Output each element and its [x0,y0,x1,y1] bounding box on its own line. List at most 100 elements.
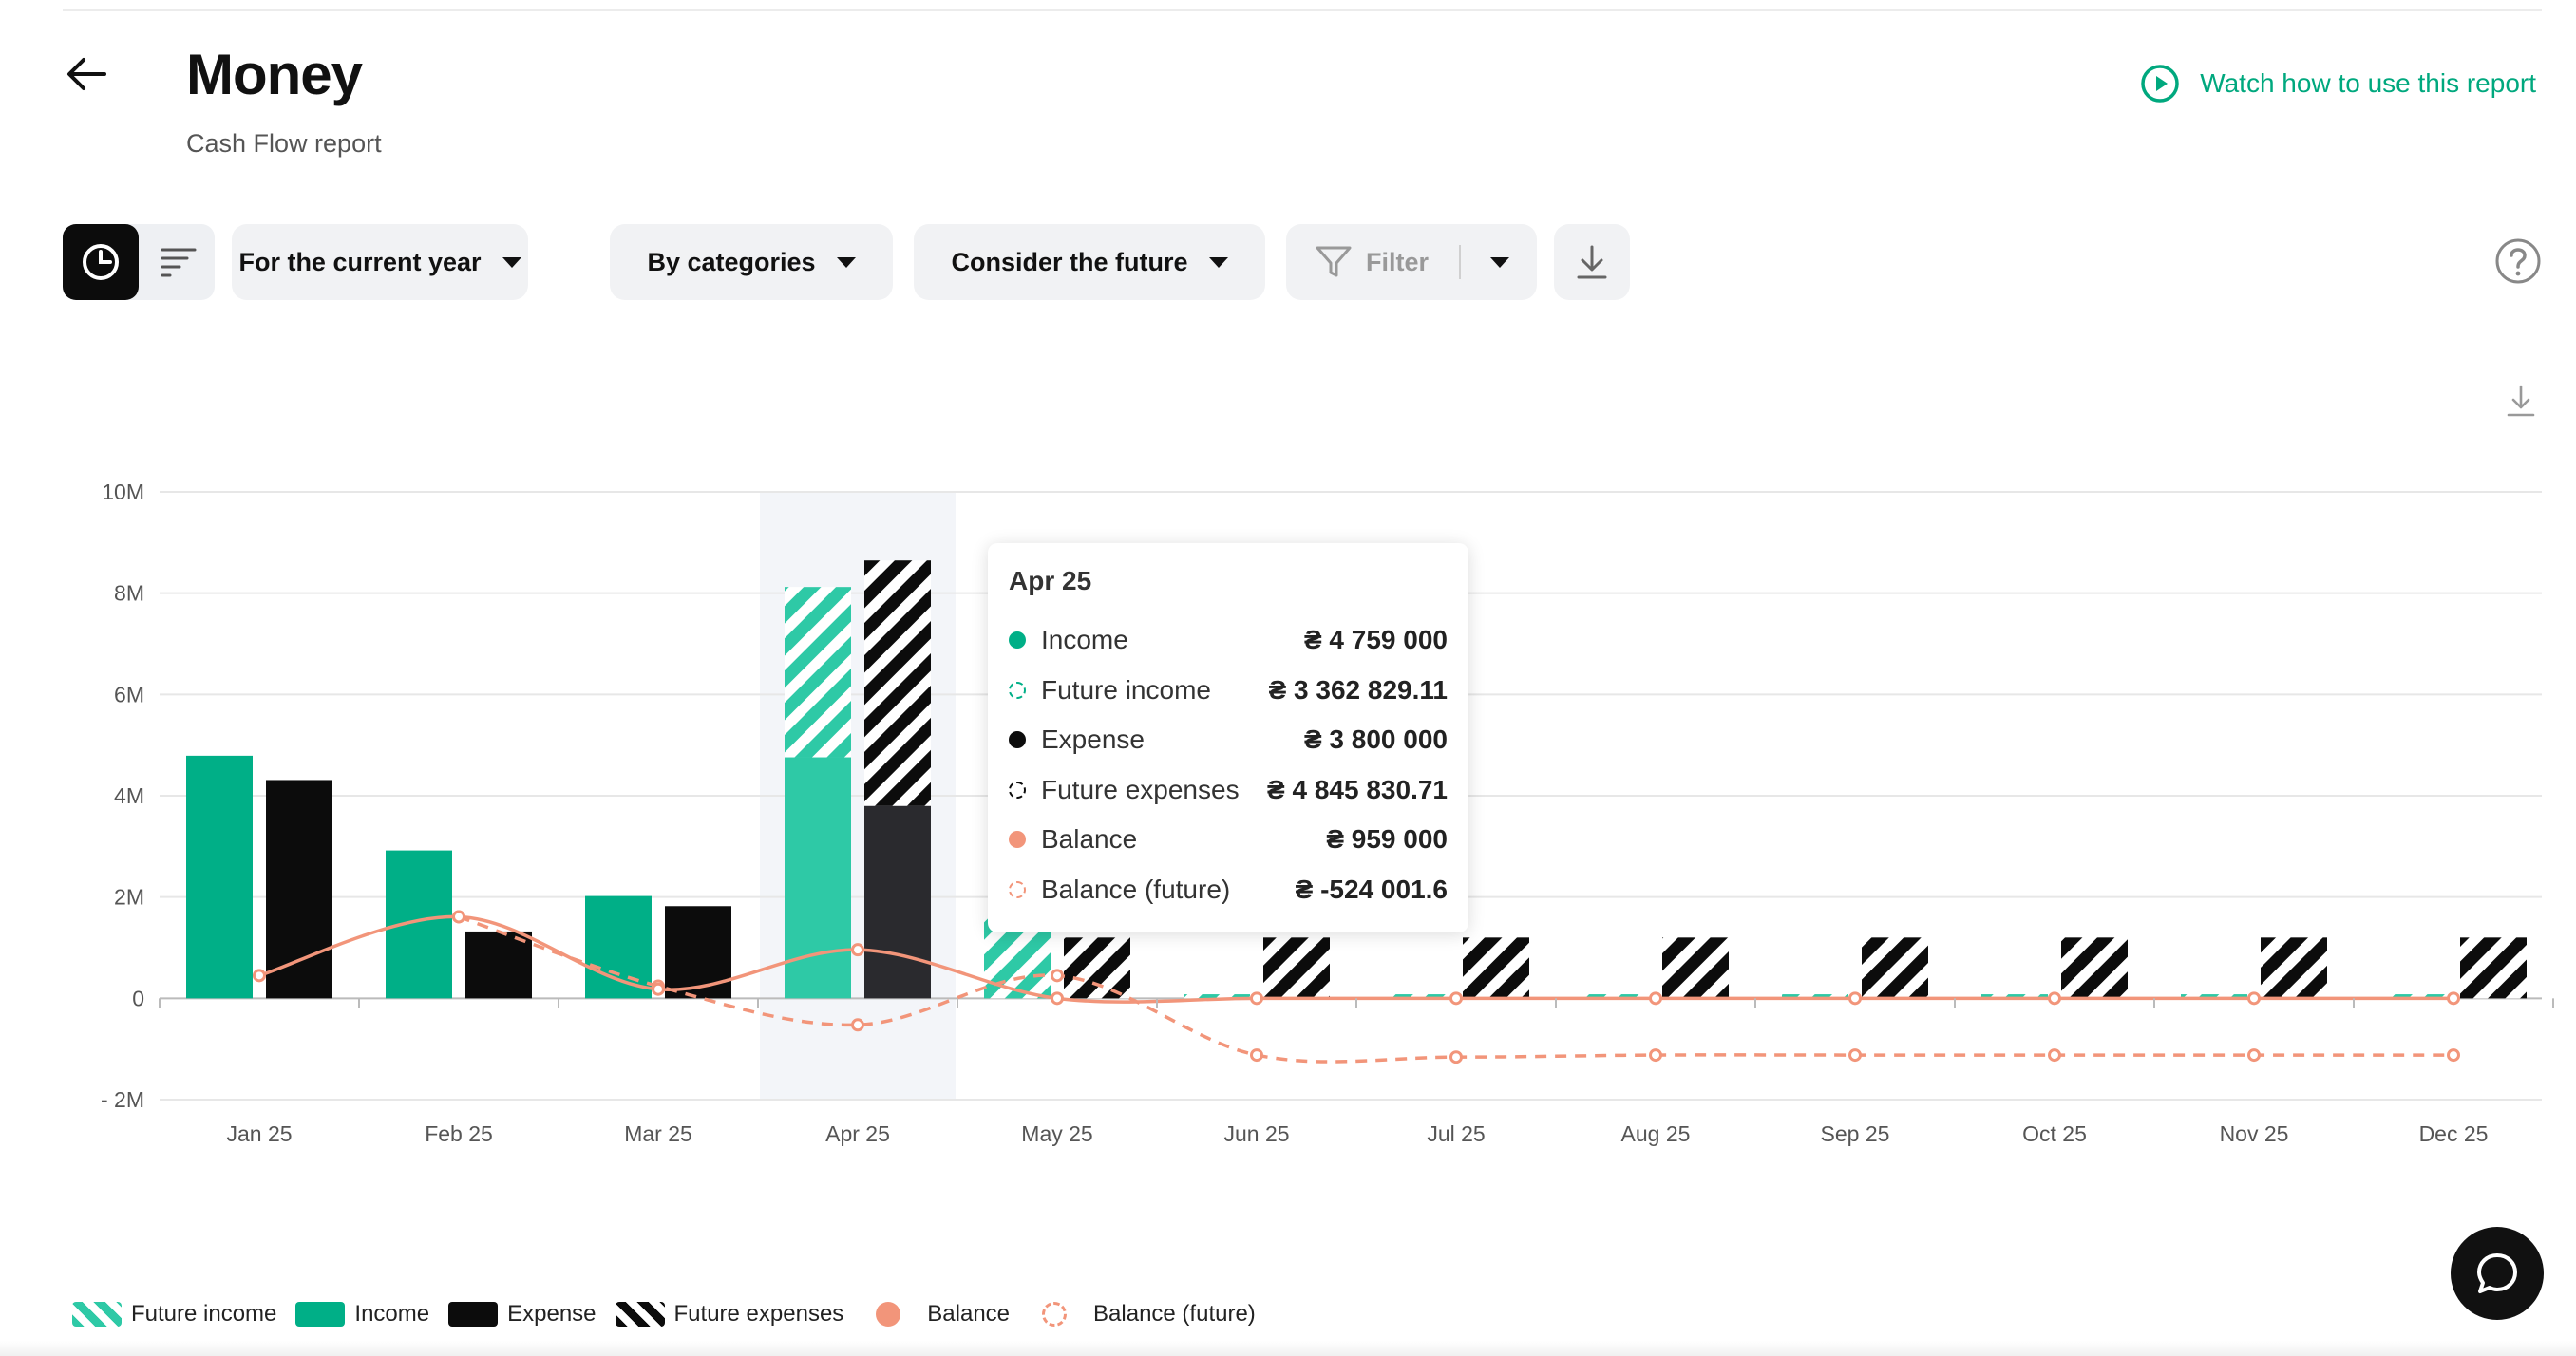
x-tick-label: Jan 25 [226,1121,292,1146]
tooltip-label: Balance [1041,824,1138,855]
chart-legend: Future income Income Expense Future expe… [72,1301,1275,1328]
y-tick-label: 10M [102,480,144,504]
legend-item-future-income[interactable]: Future income [72,1301,276,1328]
tooltip-row-balance: Balance ₴ 959 000 [1009,815,1448,865]
legend-item-expense[interactable]: Expense [448,1301,597,1328]
back-arrow-icon[interactable] [63,49,112,99]
green-swatch-icon [295,1302,346,1327]
watch-tutorial-link[interactable]: Watch how to use this report [2139,63,2536,104]
x-tick-label: Nov 25 [2220,1121,2289,1146]
balance-future-line [458,914,2453,1064]
future-income-bar [785,587,851,758]
tooltip-title: Apr 25 [1009,566,1092,595]
y-tick-label: 6M [114,682,144,706]
chevron-down-icon [1490,256,1509,268]
chart-download-icon[interactable] [2504,382,2538,420]
page-title: Money [186,43,363,106]
grouping-dropdown[interactable]: By categories [610,224,893,300]
balance-dot-icon [1009,831,1026,849]
future-expenses-bar [1263,937,1330,999]
filter-divider [1459,245,1461,279]
chat-button[interactable] [2451,1227,2544,1320]
x-tick-label: Apr 25 [825,1121,890,1146]
grouping-label: By categories [647,247,816,276]
future-income-bar [1582,994,1649,999]
legend-label: Balance (future) [1093,1301,1256,1327]
tooltip-label: Balance (future) [1041,874,1231,904]
play-circle-icon [2141,65,2179,103]
legend-label: Future expenses [673,1301,844,1327]
x-tick-label: Oct 25 [2022,1121,2087,1146]
balance-future-line-point [1051,969,1064,983]
page-subtitle: Cash Flow report [186,129,382,158]
expense-bar [465,931,532,999]
tooltip-label: Future expenses [1041,774,1240,804]
help-icon[interactable] [2494,237,2542,285]
future-income-bar [1981,994,2048,999]
future-income-bar [2181,994,2247,999]
download-icon [1577,245,1607,279]
legend-label: Expense [507,1301,597,1327]
chevron-down-icon [1208,256,1228,268]
x-tick-label: Mar 25 [624,1121,692,1146]
future-expenses-bar [2460,937,2527,999]
download-button[interactable] [1554,224,1630,300]
funnel-icon [1316,246,1352,277]
balance-line-point [1449,991,1463,1006]
balance-future-line-point [2048,1048,2061,1063]
y-tick-label: 2M [114,885,144,910]
balance-future-line-point [2447,1048,2460,1063]
dashed-circle-icon [1042,1302,1068,1327]
tooltip-value: ₴ -524 001.6 [1295,874,1448,904]
legend-item-future-expenses[interactable]: Future expenses [615,1301,844,1328]
balance-future-line-point [1848,1048,1862,1063]
future-income-bar [2380,994,2447,999]
balance-line-point [2048,991,2061,1006]
future-expenses-bar [2061,937,2128,999]
tooltip-row-future-expenses: Future expenses ₴ 4 845 830.71 [1009,765,1448,816]
expense-bar [864,805,931,999]
bottom-shadow [0,1341,2576,1356]
balance-future-dot-icon [1009,880,1026,898]
legend-label: Income [354,1301,430,1327]
tooltip-label: Future income [1041,674,1211,705]
filter-dropdown-button[interactable] [1463,224,1537,300]
chevron-down-icon [502,256,521,268]
list-view-button[interactable] [142,224,215,300]
legend-item-balance[interactable]: Balance [862,1301,1010,1328]
hatch-green-swatch-icon [72,1302,122,1327]
future-expenses-bar [1064,937,1130,999]
tooltip-value: ₴ 959 000 [1326,824,1448,855]
x-tick-label: Sep 25 [1821,1121,1890,1146]
income-bar [585,895,652,999]
balance-line-point [851,943,864,957]
future-expenses-bar [1662,937,1729,999]
legend-item-income[interactable]: Income [295,1301,429,1328]
period-dropdown[interactable]: For the current year [232,224,528,300]
income-bar [785,757,851,999]
expense-bar [665,906,731,999]
tooltip-value: ₴ 3 800 000 [1303,725,1448,755]
balance-line-point [2447,991,2460,1006]
period-label: For the current year [238,247,482,276]
filter-control: Filter [1286,224,1537,300]
tooltip-row-future-income: Future income ₴ 3 362 829.11 [1009,666,1448,716]
x-tick-label: Jun 25 [1223,1121,1289,1146]
balance-line-point [1848,991,1862,1006]
filter-button[interactable]: Filter [1286,224,1457,300]
balance-line-point [2247,991,2261,1006]
legend-label: Future income [131,1301,277,1327]
future-income-bar [1184,994,1250,999]
expense-bar [266,780,332,999]
future-dropdown[interactable]: Consider the future [914,224,1265,300]
balance-line-point [253,969,266,983]
chart-view-button[interactable] [63,224,139,300]
future-expenses-bar [1463,937,1529,999]
legend-item-balance-future[interactable]: Balance (future) [1029,1301,1256,1328]
cash-flow-chart: 10M 8M 6M 4M 2M 0 - 2M Jan 25 Feb 25 Mar 25 Apr 25… [101,480,2554,1146]
y-tick-label: 4M [114,783,144,808]
y-tick-label: 0 [132,986,144,1010]
black-swatch-icon [448,1302,499,1327]
tooltip-value: ₴ 4 759 000 [1303,625,1448,655]
balance-line-point [1649,991,1662,1006]
